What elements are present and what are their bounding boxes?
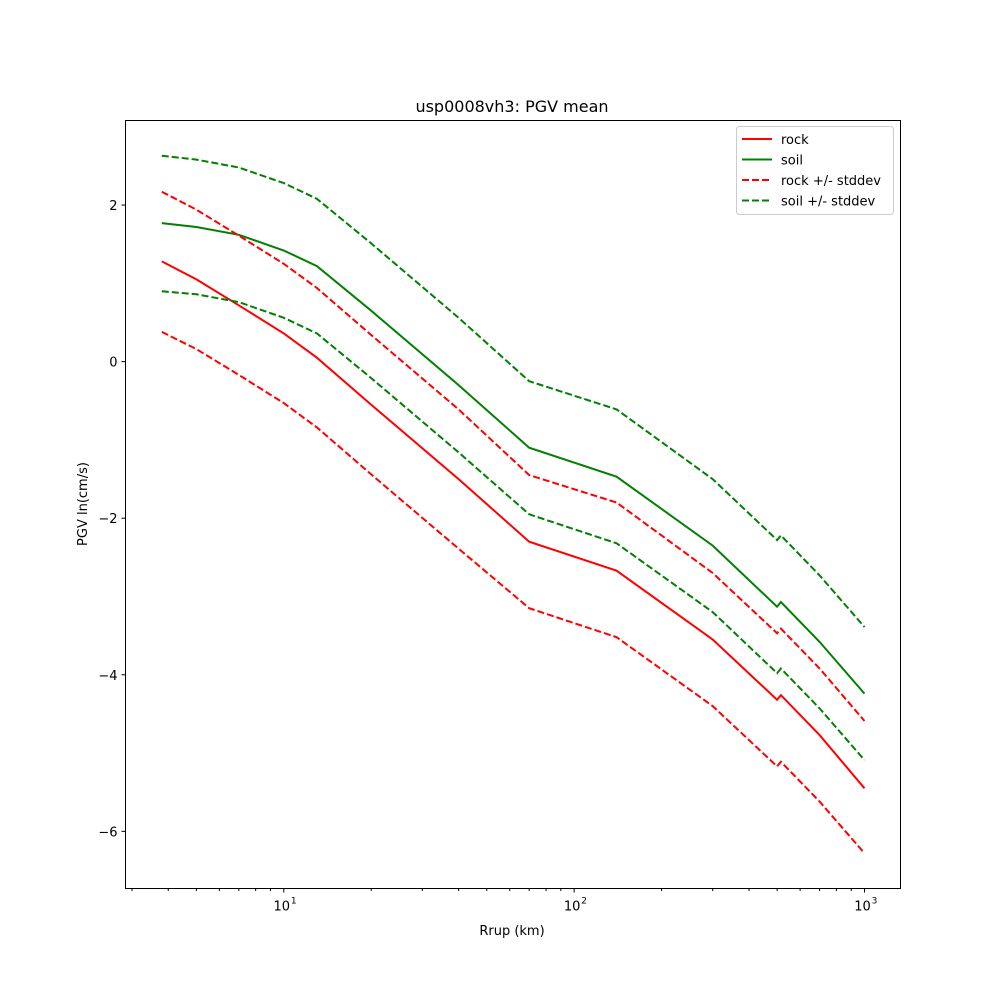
y-tick-label: −6	[98, 825, 117, 840]
y-tick-label: −2	[98, 512, 117, 527]
y-tick-label: −4	[98, 669, 117, 684]
y-tick-label: 2	[109, 199, 117, 214]
legend-label: soil +/- stddev	[781, 195, 876, 210]
legend: rock soil rock +/- stddev soil +/- stddev	[736, 126, 894, 215]
series-line-rock	[161, 260, 866, 789]
x-tick-label: 10	[854, 900, 871, 915]
plot-frame	[125, 120, 901, 889]
series-line-soil	[161, 222, 866, 695]
chart-title: usp0008vh3: PGV mean	[415, 97, 608, 116]
legend-box	[736, 126, 894, 215]
plot-lines	[161, 154, 866, 854]
y-tick-label: 0	[109, 356, 117, 371]
x-tick-exponent: 3	[872, 897, 878, 907]
x-tick-label: 10	[564, 900, 581, 915]
legend-label: rock +/- stddev	[781, 174, 881, 189]
series-line-soil-stddev	[161, 154, 866, 628]
x-tick-label: 10	[274, 900, 291, 915]
legend-label: rock	[781, 133, 809, 148]
legend-label: soil	[781, 154, 803, 169]
series-line-lower-rock-stddev	[161, 331, 866, 854]
x-tick-exponent: 2	[581, 897, 587, 907]
y-axis-label: PGV ln(cm/s)	[76, 462, 91, 546]
x-axis-label: Rrup (km)	[479, 924, 544, 939]
series-line-lower-soil-stddev	[161, 290, 866, 761]
series-line-rock-stddev	[161, 190, 866, 722]
axis-ticks: 20−2−4−610 1 10 2 10 3	[98, 199, 877, 914]
x-tick-exponent: 1	[291, 897, 297, 907]
